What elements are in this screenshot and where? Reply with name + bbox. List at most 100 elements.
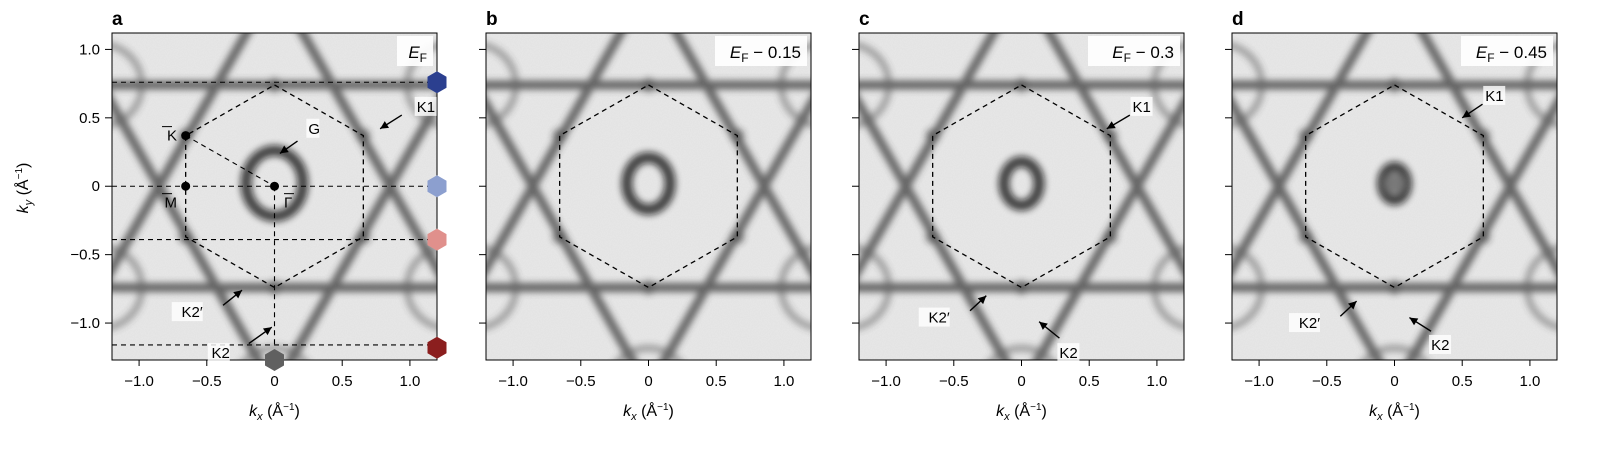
symmetry-point xyxy=(270,181,279,191)
x-tick-label: −0.5 xyxy=(939,373,969,390)
x-tick-label: 0 xyxy=(644,373,652,390)
k-spot xyxy=(641,280,656,295)
energy-label: EF − 0.45 xyxy=(1476,43,1547,65)
zone-pocket xyxy=(112,244,146,331)
y-tick-label: −0.5 xyxy=(70,247,100,264)
cut-marker-hexagon xyxy=(427,175,447,198)
arrow-label-bg xyxy=(1289,313,1321,333)
k-spot xyxy=(925,128,940,143)
y-tick-label: −1.0 xyxy=(70,315,100,332)
zone-pocket xyxy=(1354,0,1435,24)
symmetry-point xyxy=(181,181,191,191)
k-spot xyxy=(730,229,745,244)
gamma-core xyxy=(1385,174,1404,193)
zone-pocket xyxy=(1150,42,1184,128)
x-tick-label: 1.0 xyxy=(399,373,420,390)
energy-label-box xyxy=(397,36,433,66)
brillouin-zone xyxy=(559,84,738,289)
zone-pocket xyxy=(1361,344,1428,360)
arrow-label: K1 xyxy=(417,99,435,116)
x-tick-label: 0.5 xyxy=(1452,373,1473,390)
arrow-label-bg xyxy=(1429,334,1452,354)
arrow-head xyxy=(977,295,987,305)
k-gamma-path xyxy=(185,135,275,187)
k-spot xyxy=(552,128,567,143)
arrow-label: K1 xyxy=(1133,99,1151,116)
band-features xyxy=(859,33,1184,360)
symmetry-point-label: K xyxy=(167,128,177,145)
arrow-head xyxy=(1106,121,1116,129)
energy-label-box xyxy=(1461,36,1553,66)
k-spot xyxy=(1387,280,1402,295)
x-tick-label: 1.0 xyxy=(1519,373,1540,390)
zone-pocket xyxy=(859,244,893,331)
panel-letter: d xyxy=(1232,9,1244,30)
arrow-label-bg xyxy=(414,96,437,116)
energy-label-box xyxy=(1088,36,1180,66)
zone-pocket xyxy=(112,42,146,128)
x-tick-label: −1.0 xyxy=(498,373,528,390)
x-tick-label: −1.0 xyxy=(871,373,901,390)
arrow-label-bg xyxy=(1130,96,1153,116)
x-tick-label: −1.0 xyxy=(124,373,154,390)
x-tick-label: 0.5 xyxy=(1079,373,1100,390)
k-spot xyxy=(1476,229,1491,244)
zone-pocket xyxy=(241,344,308,360)
x-tick-label: 0 xyxy=(1390,373,1398,390)
arpes-map xyxy=(859,33,1184,360)
panel-b: −1.0 −0.5 0 0.5 1.0 kx (Å−1) b EF − 0.15 xyxy=(479,0,812,423)
zone-pocket xyxy=(234,0,315,24)
arrow-label: K2 xyxy=(211,345,229,362)
x-tick-label: −0.5 xyxy=(1312,373,1342,390)
x-tick-label: 0.5 xyxy=(332,373,353,390)
arrow-label: K1 xyxy=(1485,88,1503,105)
x-tick-label: 0 xyxy=(1017,373,1025,390)
gamma-pocket xyxy=(621,152,676,215)
arrow-label: K2′ xyxy=(1299,315,1320,332)
arrow-head xyxy=(380,121,390,129)
k-spot xyxy=(1298,128,1313,143)
k-spot xyxy=(356,229,371,244)
arrow-head xyxy=(262,327,272,336)
cut-marker-hexagon xyxy=(265,349,284,371)
zone-pocket xyxy=(1232,42,1266,128)
zone-pocket xyxy=(608,0,689,24)
x-tick-label: −0.5 xyxy=(566,373,596,390)
arrow-head xyxy=(1039,321,1048,330)
gamma-pocket xyxy=(1376,161,1413,206)
zone-pocket xyxy=(486,42,520,128)
svg-text:ky (Å−1): ky (Å−1) xyxy=(13,163,35,214)
panel-letter: a xyxy=(112,9,123,30)
energy-label: EF xyxy=(408,43,427,65)
panel-d: −1.0 −0.5 0 0.5 1.0 kx (Å−1) d EF − 0.45 K1 K2′ K2 xyxy=(1225,0,1558,423)
y-tick-label: 1.0 xyxy=(79,41,100,58)
x-tick-label: −0.5 xyxy=(192,373,222,390)
x-axis-label: kx (Å−1) xyxy=(249,401,300,423)
zone-pocket xyxy=(777,244,811,331)
arrow-label-bg xyxy=(1483,85,1506,105)
brillouin-zone xyxy=(932,84,1111,289)
brillouin-zone xyxy=(1305,84,1484,289)
zone-pocket xyxy=(988,344,1055,360)
x-axis-label: kx (Å−1) xyxy=(623,401,674,423)
x-tick-label: 1.0 xyxy=(773,373,794,390)
zone-pocket xyxy=(615,344,682,360)
arrow-label-bg xyxy=(1057,343,1080,363)
panel-letter: b xyxy=(486,9,498,30)
x-tick-label: −1.0 xyxy=(1244,373,1274,390)
cut-marker-hexagon xyxy=(427,71,447,94)
brillouin-zone xyxy=(185,84,364,289)
zone-pocket xyxy=(403,42,437,128)
zone-pocket xyxy=(1150,244,1184,331)
arrow-label-bg xyxy=(306,118,320,138)
y-tick-label: 0 xyxy=(92,178,100,195)
x-tick-label: 1.0 xyxy=(1146,373,1167,390)
arrow-label: K2 xyxy=(1431,337,1449,354)
x-tick-label: 0.5 xyxy=(706,373,727,390)
x-axis-label: kx (Å−1) xyxy=(1369,401,1420,423)
zone-pocket xyxy=(486,244,520,331)
zone-pocket xyxy=(1232,244,1266,331)
arrow-head xyxy=(1409,317,1419,326)
cut-marker-hexagon xyxy=(427,228,447,251)
